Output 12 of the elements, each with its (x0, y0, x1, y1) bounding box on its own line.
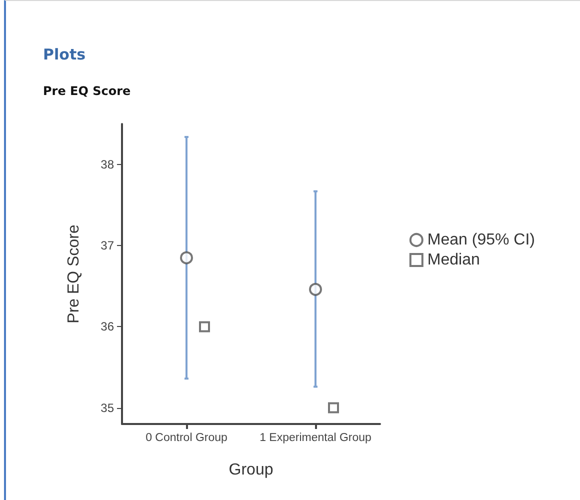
y-tick-label: 36 (100, 320, 114, 334)
y-tick-label: 35 (100, 400, 114, 415)
x-tick-label: 0 Control Group (146, 432, 228, 444)
y-axis-title: Pre EQ Score (66, 224, 82, 324)
legend-label: Mean (95% CI) (427, 232, 535, 248)
x-axis-title: Group (228, 462, 274, 478)
chart-subtitle: Pre EQ Score (43, 84, 131, 98)
y-tick-label: 38 (100, 158, 114, 172)
y-tick-label: 37 (100, 238, 114, 253)
x-tick-label: 1 Experimental Group (260, 432, 372, 444)
legend-label: Median (427, 252, 480, 268)
chart-title: Plots (43, 46, 86, 64)
